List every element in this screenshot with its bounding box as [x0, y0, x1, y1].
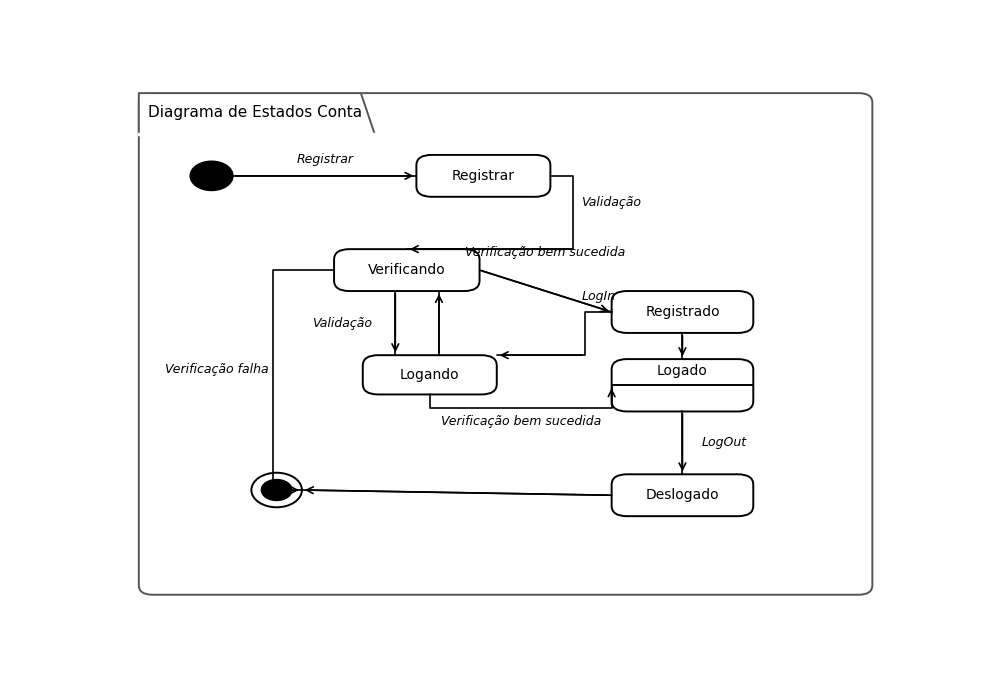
- FancyBboxPatch shape: [334, 249, 479, 291]
- Text: Registrado: Registrado: [645, 305, 720, 319]
- Circle shape: [261, 479, 292, 500]
- Text: Logado: Logado: [657, 364, 707, 378]
- Text: Verificação bem sucedida: Verificação bem sucedida: [465, 245, 625, 258]
- Circle shape: [190, 161, 233, 190]
- FancyBboxPatch shape: [612, 475, 753, 516]
- Text: Verificação bem sucedida: Verificação bem sucedida: [441, 415, 601, 428]
- Text: Verificando: Verificando: [368, 263, 446, 277]
- FancyBboxPatch shape: [612, 291, 753, 333]
- Text: LogOut: LogOut: [701, 437, 747, 449]
- Text: Diagrama de Estados Conta: Diagrama de Estados Conta: [148, 105, 363, 120]
- Text: Validação: Validação: [581, 196, 641, 209]
- Text: Registrar: Registrar: [452, 169, 515, 183]
- Circle shape: [251, 473, 302, 507]
- Text: Registrar: Registrar: [296, 154, 353, 167]
- Text: Logando: Logando: [400, 368, 459, 381]
- Text: Deslogado: Deslogado: [645, 488, 719, 503]
- Text: Validação: Validação: [312, 317, 372, 330]
- Polygon shape: [138, 93, 374, 134]
- FancyBboxPatch shape: [416, 155, 550, 197]
- Text: Verificação falha: Verificação falha: [165, 363, 269, 376]
- FancyBboxPatch shape: [138, 93, 872, 595]
- FancyBboxPatch shape: [612, 359, 753, 411]
- Text: LogIn: LogIn: [581, 290, 616, 303]
- FancyBboxPatch shape: [363, 355, 497, 394]
